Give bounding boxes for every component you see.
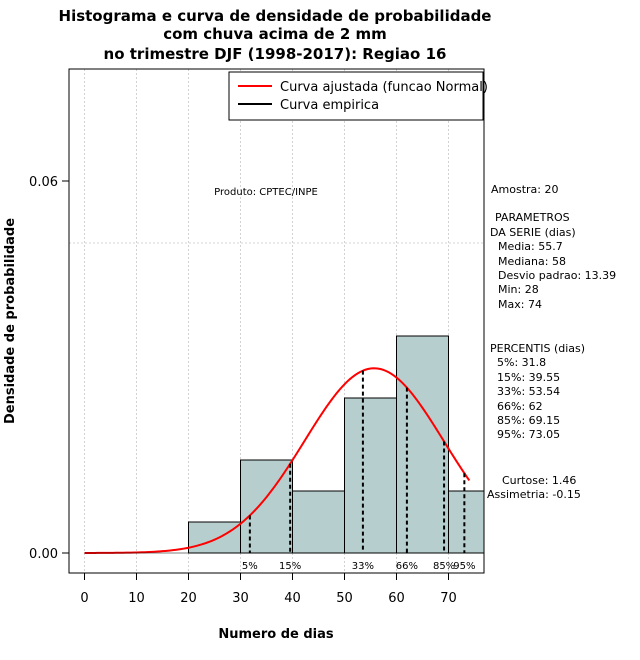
- stat-assimetria: Assimetria: -0.15: [487, 488, 581, 501]
- stat-p95: 95%: 73.05: [497, 428, 560, 441]
- percentile-label-1: 15%: [279, 561, 301, 572]
- stat-mediana: Mediana: 58: [498, 255, 566, 268]
- x-tick-label-1: 10: [128, 591, 145, 606]
- histogram-bar-1: [240, 459, 293, 554]
- histogram-bar-0: [188, 521, 241, 554]
- stat-p15: 15%: 39.55: [497, 371, 560, 384]
- x-axis: 0 10 20 30 40 50 60 70: [80, 572, 457, 606]
- stat-max: Max: 74: [498, 298, 542, 311]
- legend: Curva ajustada (funcao Normal) Curva emp…: [228, 71, 488, 121]
- x-tick-label-7: 70: [440, 591, 457, 606]
- histogram-bar-2: [292, 490, 345, 554]
- legend-box: [228, 71, 484, 121]
- y-axis: 0.00 0.06: [29, 175, 70, 562]
- stat-media: Media: 55.7: [498, 240, 563, 253]
- x-tick-label-2: 20: [180, 591, 197, 606]
- y-tick-label-0: 0.00: [29, 547, 58, 562]
- histogram-bar-4: [396, 335, 449, 554]
- percentile-label-4: 85%: [433, 561, 455, 572]
- grid-lines: [69, 69, 484, 573]
- percentile-label-2: 33%: [352, 561, 374, 572]
- stat-curtose: Curtose: 1.46: [502, 474, 576, 487]
- percentile-label-5: 95%: [453, 561, 475, 572]
- stats-panel: Amostra: 20 PARAMETROS DA SERIE (dias) M…: [487, 183, 616, 501]
- stat-p66: 66%: 62: [497, 400, 543, 413]
- y-tick-label-1: 0.06: [29, 175, 58, 190]
- x-axis-title: Numero de dias: [218, 627, 334, 642]
- percentile-lines: 5% 15% 33% 66% 85%95%: [84, 370, 484, 572]
- normal-curve-group: [84, 367, 471, 554]
- x-tick-label-3: 30: [232, 591, 249, 606]
- stat-desvio: Desvio padrao: 13.39: [498, 269, 616, 282]
- legend-label-fitted: Curva ajustada (funcao Normal): [280, 80, 488, 95]
- stat-p85: 85%: 69.15: [497, 414, 560, 427]
- x-tick-label-6: 60: [388, 591, 405, 606]
- product-annotation: Produto: CPTEC/INPE: [214, 187, 318, 198]
- legend-label-empirical: Curva empirica: [280, 98, 379, 113]
- histogram-bars: [188, 335, 485, 554]
- stat-parametros-title-2: DA SERIE (dias): [490, 226, 576, 239]
- stat-p5: 5%: 31.8: [497, 356, 546, 369]
- chart-title-line-2: com chuva acima de 2 mm: [163, 25, 387, 43]
- stat-parametros-title-1: PARAMETROS: [495, 211, 570, 224]
- stat-percentis-title: PERCENTIS (dias): [490, 342, 585, 355]
- stat-min: Min: 28: [498, 283, 539, 296]
- x-tick-label-4: 40: [284, 591, 301, 606]
- chart-title-line-3: no trimestre DJF (1998-2017): Regiao 16: [104, 45, 447, 63]
- x-tick-label-0: 0: [80, 591, 88, 606]
- percentile-label-3: 66%: [396, 561, 418, 572]
- x-tick-label-5: 50: [336, 591, 353, 606]
- chart-title-line-1: Histograma e curva de densidade de proba…: [59, 7, 492, 25]
- percentile-label-0: 5%: [242, 561, 258, 572]
- y-axis-title: Densidade de probabilidade: [3, 218, 18, 424]
- histogram-bar-3: [344, 397, 397, 554]
- normal-curve: [84, 367, 471, 554]
- histogram-bar-5: [448, 490, 485, 554]
- stat-amostra: Amostra: 20: [491, 183, 558, 196]
- stat-p33: 33%: 53.54: [497, 385, 560, 398]
